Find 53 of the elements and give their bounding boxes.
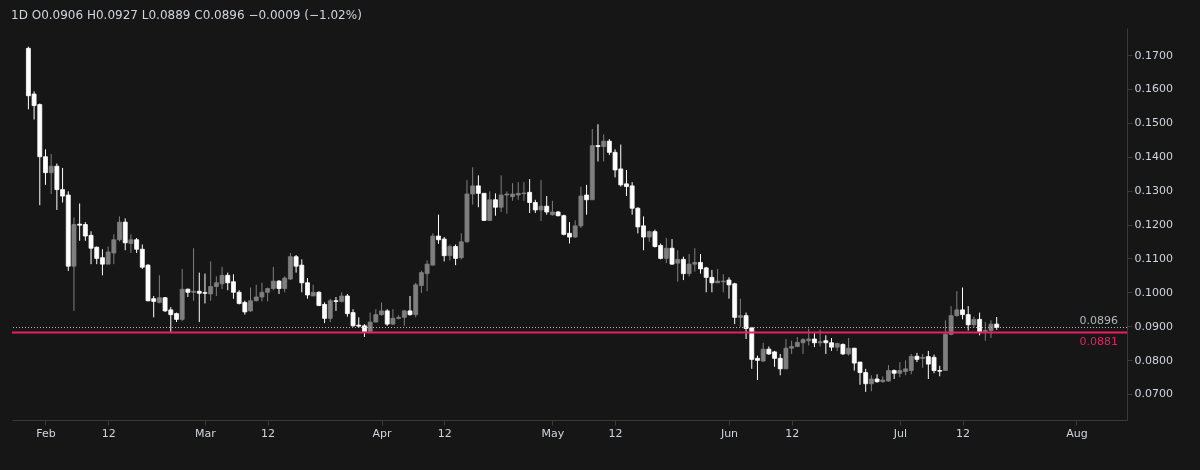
candlestick: [601, 133, 607, 162]
candlestick: [327, 298, 333, 323]
ref-line-label: 0.0881: [1079, 334, 1118, 348]
candlestick: [681, 256, 686, 281]
y-tick-label: 0.0700: [1134, 387, 1173, 401]
y-tick-label: 0.0800: [1134, 353, 1173, 367]
y-tick-label: 0.1200: [1134, 218, 1173, 232]
x-tick-label: 12: [437, 426, 452, 440]
x-tick-label: Jun: [719, 426, 739, 440]
candlestick: [817, 329, 823, 347]
x-tick-label: May: [541, 426, 565, 440]
x-tick-label: Apr: [372, 426, 393, 440]
y-tick-label: 0.1500: [1134, 116, 1173, 130]
y-tick-label: 0.1000: [1134, 285, 1173, 299]
y-tick-label: 0.1600: [1134, 82, 1173, 96]
candlestick: [595, 123, 601, 162]
candlestick: [663, 237, 669, 264]
y-tick-label: 0.1700: [1134, 48, 1173, 62]
x-tick-label: Aug: [1066, 426, 1088, 440]
candlestick: [333, 296, 339, 312]
candlestick: [544, 195, 550, 216]
candlestick: [914, 352, 920, 363]
x-tick-label: 12: [785, 426, 800, 440]
x-tick-label: 12: [956, 426, 971, 440]
candlestick: [48, 153, 54, 195]
chart-title: 1D O0.0906 H0.0927 L0.0889 C0.0896 −0.0009 (−1.02%): [11, 8, 362, 22]
candlestick: [453, 244, 458, 266]
x-tick-label: 12: [608, 426, 623, 440]
y-tick-label: 0.1100: [1134, 251, 1173, 265]
candlestick: [128, 233, 134, 254]
candlestick: [122, 217, 128, 251]
candlestick: [737, 298, 743, 328]
candlestick: [538, 179, 544, 222]
x-tick-label: Mar: [195, 426, 217, 440]
candlestick: [185, 288, 191, 298]
candlestick: [584, 184, 589, 216]
candlestick: [157, 274, 162, 304]
x-tick-label: Jul: [892, 426, 907, 440]
candlestick: [874, 373, 880, 384]
candlestick: [977, 312, 982, 336]
y-tick-label: 0.0900: [1134, 319, 1173, 333]
y-tick-label: 0.1300: [1134, 184, 1173, 198]
candlestick: [675, 249, 681, 283]
x-tick-label: 12: [261, 426, 276, 440]
candlestick: [493, 192, 498, 217]
y-tick-label: 0.1400: [1134, 150, 1173, 164]
ref-line-label: 0.0896: [1079, 313, 1118, 327]
candlestick: [191, 247, 196, 302]
candlestick: [487, 190, 493, 222]
x-tick-label: Feb: [36, 426, 56, 440]
candlestick: [407, 295, 413, 317]
candlestick: [669, 238, 675, 266]
x-tick-label: 12: [101, 426, 116, 440]
